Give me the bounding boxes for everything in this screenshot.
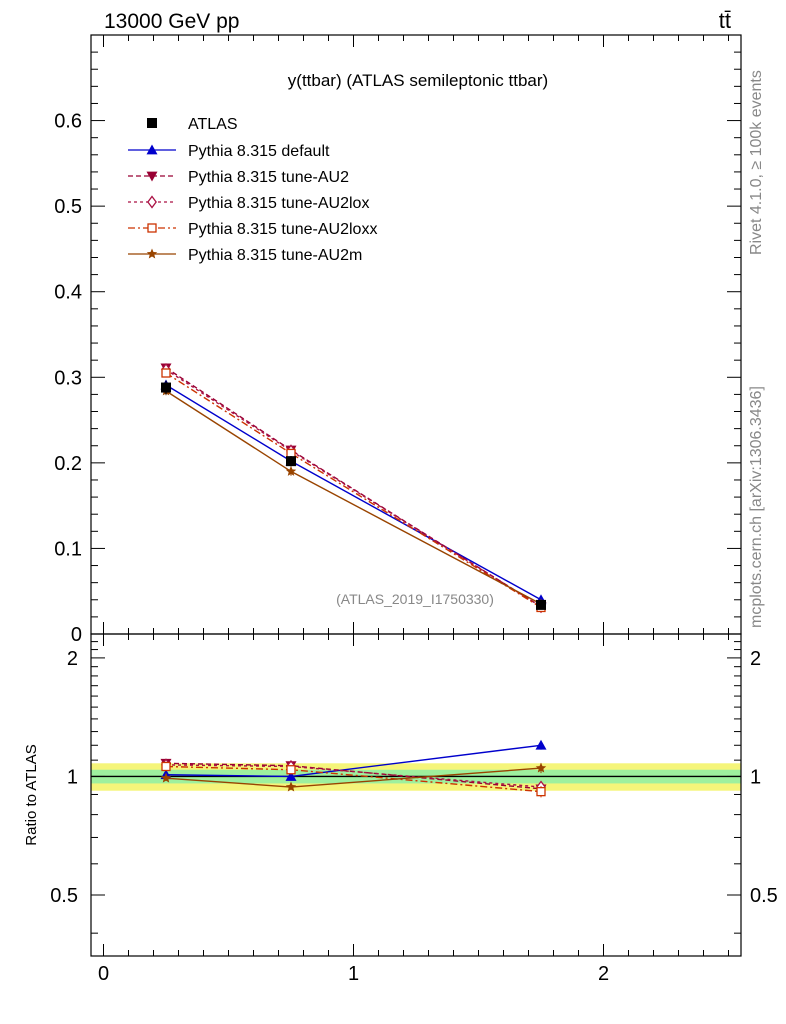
legend-label-au2loxx: Pythia 8.315 tune-AU2loxx bbox=[188, 221, 377, 238]
legend-label-au2m: Pythia 8.315 tune-AU2m bbox=[188, 247, 362, 264]
data-point bbox=[161, 382, 171, 393]
legend-entry-au2: Pythia 8.315 tune-AU2 bbox=[128, 169, 349, 186]
ratio-point-0 bbox=[285, 770, 297, 781]
legend-marker-shape-1 bbox=[146, 171, 158, 182]
y-tick-label: 0.1 bbox=[54, 538, 82, 560]
x-tick-label: 2 bbox=[598, 963, 609, 985]
legend-entry-atlas: ATLAS bbox=[147, 116, 238, 133]
legend-entry-au2m: Pythia 8.315 tune-AU2m bbox=[128, 247, 362, 264]
data-point bbox=[286, 456, 296, 467]
ratio-axis-label: Ratio to ATLAS bbox=[23, 744, 40, 845]
legend-marker-default bbox=[146, 144, 158, 155]
ratio-y-tick-label-right: 0.5 bbox=[750, 885, 778, 907]
ratio-y-tick-label-left: 0.5 bbox=[50, 885, 78, 907]
y-tick-label: 0.4 bbox=[54, 282, 82, 304]
ratio-point-0 bbox=[535, 739, 547, 750]
legend-label-au2lox: Pythia 8.315 tune-AU2lox bbox=[188, 195, 369, 212]
y-tick-label: 0.6 bbox=[54, 111, 82, 133]
legend-marker-shape-0 bbox=[146, 144, 158, 155]
ratio-y-tick-label-right: 1 bbox=[750, 766, 761, 788]
ratio-point-4 bbox=[535, 762, 547, 773]
rivet-version-label: Rivet 4.1.0, ≥ 100k events bbox=[748, 70, 765, 255]
legend-marker-shape-4 bbox=[146, 248, 158, 259]
energy-label: 13000 GeV pp bbox=[104, 10, 239, 33]
series-line-3 bbox=[165, 372, 542, 609]
y-tick-label: 0.2 bbox=[54, 453, 82, 475]
ratio-line-1 bbox=[165, 762, 542, 790]
ratio-point-4 bbox=[285, 781, 297, 792]
legend: ATLAS Pythia 8.315 default Pythia 8.315 … bbox=[128, 116, 377, 264]
legend-entry-au2lox: Pythia 8.315 tune-AU2lox bbox=[128, 195, 369, 212]
x-tick-label: 0 bbox=[98, 963, 109, 985]
legend-marker-shape-2 bbox=[147, 195, 157, 209]
legend-marker-atlas bbox=[147, 118, 157, 128]
chart-title: y(ttbar) (ATLAS semileptonic ttbar) bbox=[288, 71, 548, 90]
data-point bbox=[536, 599, 546, 610]
ratio-point-3 bbox=[536, 786, 546, 797]
legend-label-atlas: ATLAS bbox=[188, 116, 238, 133]
process-label: tt̄ bbox=[719, 8, 731, 33]
series-line-1 bbox=[165, 367, 542, 608]
legend-label-default: Pythia 8.315 default bbox=[188, 143, 330, 160]
legend-label-au2: Pythia 8.315 tune-AU2 bbox=[188, 169, 349, 186]
source-label: mcplots.cern.ch [arXiv:1306.3436] bbox=[748, 386, 765, 628]
legend-entry-default: Pythia 8.315 default bbox=[128, 143, 330, 160]
x-tick-label: 1 bbox=[348, 963, 359, 985]
ratio-point-4 bbox=[160, 772, 172, 783]
ratio-y-tick-label-left: 1 bbox=[67, 766, 78, 788]
legend-entry-au2loxx: Pythia 8.315 tune-AU2loxx bbox=[128, 221, 377, 238]
series-point-3 bbox=[161, 368, 171, 378]
analysis-label: (ATLAS_2019_I1750330) bbox=[336, 591, 494, 607]
legend-marker-au2m bbox=[146, 248, 158, 259]
y-tick-label: 0 bbox=[71, 624, 82, 646]
legend-marker-au2loxx bbox=[147, 223, 157, 233]
series-line-2 bbox=[165, 368, 542, 608]
series-point-4 bbox=[285, 465, 297, 476]
legend-marker-au2lox bbox=[147, 195, 157, 209]
ratio-point-3 bbox=[286, 765, 296, 775]
main-series-group bbox=[160, 363, 547, 614]
ratio-series-group bbox=[160, 739, 547, 798]
legend-marker-shape-3 bbox=[147, 223, 157, 233]
legend-marker-au2 bbox=[146, 171, 158, 182]
y-tick-label: 0.5 bbox=[54, 196, 82, 218]
ratio-y-tick-label-right: 2 bbox=[750, 648, 761, 670]
ratio-plot-frame bbox=[90, 633, 742, 957]
series-line-0 bbox=[165, 384, 542, 601]
axes-group: 0 1 200.10.20.30.40.50.60.5 0.51 12 2 bbox=[50, 34, 778, 985]
ratio-y-tick-label-left: 2 bbox=[67, 648, 78, 670]
y-tick-label: 0.3 bbox=[54, 367, 82, 389]
ratio-point-3 bbox=[161, 761, 171, 772]
